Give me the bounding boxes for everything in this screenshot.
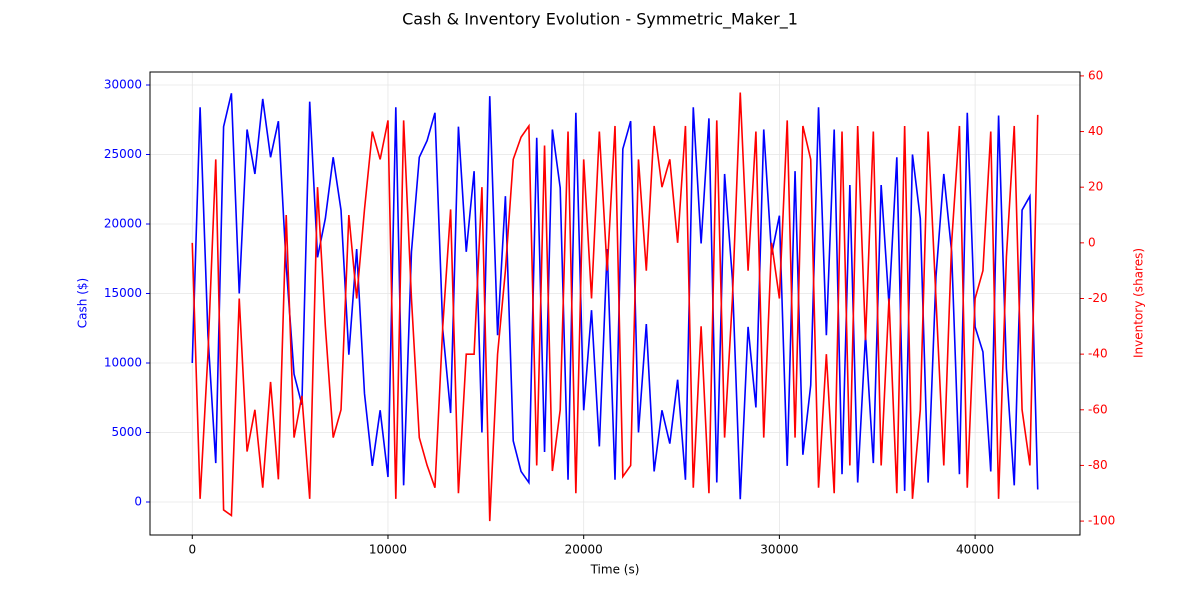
plot-frame <box>149 71 1081 536</box>
y2-tick-label: -60 <box>1088 402 1108 416</box>
y-tick-label: 30000 <box>104 77 142 91</box>
data-line <box>191 93 1039 500</box>
chart-title: Cash & Inventory Evolution - Symmetric_M… <box>402 10 798 30</box>
y2-tick-label: 20 <box>1088 180 1103 194</box>
y2-tick-label: 40 <box>1088 124 1103 138</box>
y-tick-label: 15000 <box>104 286 142 300</box>
y2-tick-label: 0 <box>1088 235 1096 249</box>
y-tick-label: 25000 <box>104 147 142 161</box>
y-tick-label: 20000 <box>104 216 142 230</box>
x-tick-label: 30000 <box>760 543 798 557</box>
y-tick-label: 0 <box>134 495 142 509</box>
y-tick-label: 10000 <box>104 355 142 369</box>
x-axis-label: Time (s) <box>590 563 640 577</box>
x-tick-label: 10000 <box>369 543 407 557</box>
y2-tick-label: -80 <box>1088 458 1108 472</box>
y2-tick-label: -40 <box>1088 347 1108 361</box>
y2-tick-label: 60 <box>1088 68 1103 82</box>
x-tick-label: 20000 <box>565 543 603 557</box>
y-tick-label: 5000 <box>111 425 142 439</box>
y2-tick-label: -100 <box>1088 514 1115 528</box>
y2-axis-label: Inventory (shares) <box>1132 248 1146 358</box>
y-axis-label: Cash ($) <box>76 278 90 328</box>
x-tick-label: 0 <box>188 543 196 557</box>
y2-tick-label: -20 <box>1088 291 1108 305</box>
data-line <box>191 92 1039 522</box>
x-tick-label: 40000 <box>956 543 994 557</box>
